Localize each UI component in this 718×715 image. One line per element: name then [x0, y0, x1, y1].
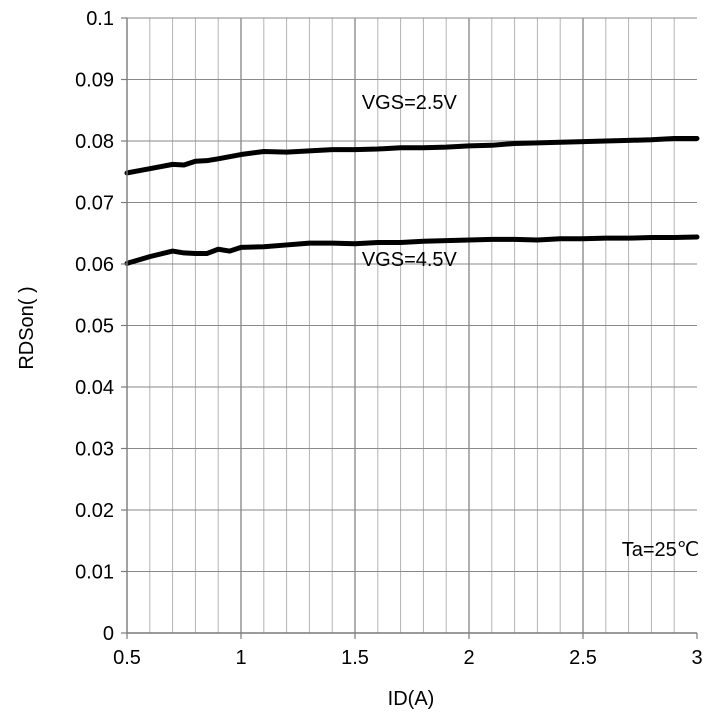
- x-tick-label: 0.5: [113, 647, 141, 669]
- series-line-2: [124, 234, 700, 266]
- y-tick-label: 0.05: [75, 316, 114, 338]
- y-tick-label: 0.04: [75, 377, 114, 399]
- y-tick-label: 0.03: [75, 439, 114, 461]
- y-tick-label: 0.09: [75, 70, 114, 92]
- y-tick-label: 0.01: [75, 562, 114, 584]
- annotation-layer: VGS=2.5V VGS=4.5V Ta=25℃: [362, 92, 699, 561]
- y-tick-label: 0.02: [75, 500, 114, 522]
- y-tick-label: 0: [103, 623, 114, 645]
- y-axis-label: RDSon( ): [16, 286, 38, 369]
- x-tick-labels: 0.5 1 1.5 2 2.5 3: [113, 647, 702, 669]
- y-tick-label: 0.08: [75, 131, 114, 153]
- annotation-3: Ta=25℃: [622, 539, 700, 561]
- series-line-1: [124, 136, 700, 176]
- x-tick-label: 2: [463, 647, 474, 669]
- y-tick-label: 0.07: [75, 193, 114, 215]
- x-tick-label: 2.5: [569, 647, 597, 669]
- y-tick-label: 0.1: [86, 8, 114, 30]
- x-tick-label: 1.5: [341, 647, 369, 669]
- x-axis-label: ID(A): [388, 688, 435, 710]
- axes-layer: [121, 17, 698, 639]
- y-tick-labels: 0 0.01 0.02 0.03 0.04 0.05 0.06 0.07 0.08 0.09 0.1: [75, 8, 114, 645]
- annotation-2: VGS=4.5V: [362, 249, 458, 271]
- x-tick-label: 1: [235, 647, 246, 669]
- x-tick-label: 3: [691, 647, 702, 669]
- y-tick-label: 0.06: [75, 254, 114, 276]
- major-grid: [127, 17, 697, 633]
- annotation-1: VGS=2.5V: [362, 92, 458, 114]
- series-layer: [124, 136, 700, 266]
